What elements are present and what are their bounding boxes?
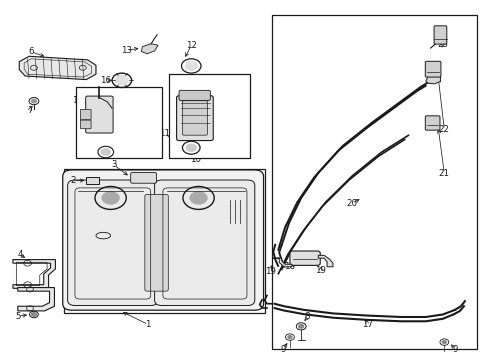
Circle shape — [288, 336, 292, 338]
Circle shape — [31, 99, 36, 103]
FancyBboxPatch shape — [86, 96, 113, 133]
Text: 10: 10 — [190, 155, 201, 164]
Text: 5: 5 — [15, 312, 21, 321]
FancyBboxPatch shape — [290, 251, 320, 265]
Text: 3: 3 — [111, 161, 117, 170]
FancyBboxPatch shape — [425, 116, 440, 130]
Circle shape — [31, 313, 36, 316]
Text: 17: 17 — [362, 320, 373, 329]
Polygon shape — [272, 258, 292, 267]
Polygon shape — [318, 255, 333, 267]
Text: 7: 7 — [27, 105, 33, 114]
Text: 9: 9 — [280, 345, 286, 354]
Polygon shape — [278, 135, 409, 274]
Text: 19: 19 — [265, 267, 276, 276]
FancyBboxPatch shape — [176, 96, 213, 140]
Circle shape — [442, 341, 446, 343]
FancyBboxPatch shape — [63, 170, 264, 310]
FancyBboxPatch shape — [145, 194, 168, 291]
FancyBboxPatch shape — [179, 90, 210, 100]
Circle shape — [101, 149, 110, 155]
Circle shape — [186, 144, 196, 151]
Polygon shape — [19, 56, 96, 80]
Text: 23: 23 — [438, 40, 448, 49]
FancyBboxPatch shape — [155, 180, 255, 306]
Polygon shape — [18, 288, 54, 311]
FancyBboxPatch shape — [182, 101, 207, 135]
Text: 6: 6 — [28, 47, 34, 56]
FancyBboxPatch shape — [68, 180, 158, 306]
Circle shape — [102, 192, 120, 204]
Polygon shape — [13, 260, 55, 288]
Circle shape — [116, 76, 128, 85]
FancyBboxPatch shape — [434, 26, 447, 44]
FancyBboxPatch shape — [86, 177, 99, 184]
Bar — [272, 15, 477, 348]
FancyBboxPatch shape — [80, 109, 91, 120]
Text: 20: 20 — [346, 199, 357, 208]
Text: 22: 22 — [439, 125, 450, 134]
Text: 11: 11 — [159, 129, 170, 138]
FancyBboxPatch shape — [80, 120, 91, 129]
Polygon shape — [278, 81, 430, 250]
Text: 13: 13 — [121, 46, 132, 55]
Text: 14: 14 — [73, 96, 83, 105]
Text: 4: 4 — [18, 250, 23, 259]
Circle shape — [190, 192, 207, 204]
Text: 9: 9 — [452, 345, 458, 354]
Text: 16: 16 — [100, 76, 111, 85]
Polygon shape — [426, 72, 441, 84]
Text: 12: 12 — [186, 41, 197, 50]
Text: 21: 21 — [439, 169, 450, 178]
Text: 19: 19 — [315, 266, 326, 275]
Text: 18: 18 — [285, 262, 295, 271]
FancyBboxPatch shape — [131, 172, 157, 183]
FancyBboxPatch shape — [425, 61, 441, 77]
Text: 15: 15 — [81, 126, 92, 135]
Bar — [169, 74, 250, 158]
Circle shape — [185, 62, 197, 70]
Circle shape — [299, 324, 304, 328]
Bar — [76, 87, 162, 158]
Polygon shape — [142, 44, 158, 54]
Bar — [64, 169, 265, 313]
Text: 1: 1 — [146, 320, 151, 329]
Text: 2: 2 — [70, 176, 76, 185]
Text: 8: 8 — [305, 312, 310, 321]
